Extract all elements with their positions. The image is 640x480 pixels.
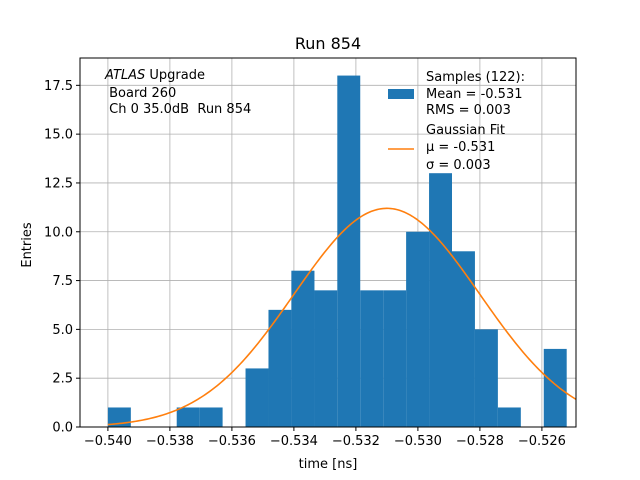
y-tick-label: 17.5 — [44, 79, 73, 94]
annotation-board: Board 260 — [105, 86, 176, 101]
histogram-bar — [291, 270, 315, 427]
legend: Samples (122): Mean = -0.531 RMS = 0.003… — [388, 70, 525, 173]
histogram-bar — [383, 290, 407, 427]
annotation-atlas: ATLAS — [104, 68, 145, 83]
x-tick-label: −0.536 — [208, 434, 256, 449]
chart-title: Run 854 — [295, 34, 361, 53]
y-tick-label: 2.5 — [52, 372, 73, 387]
y-tick-label: 5.0 — [52, 323, 73, 338]
histogram-bar — [497, 407, 521, 427]
x-tick-label: −0.530 — [394, 434, 442, 449]
plot-frame — [79, 57, 577, 428]
x-tick-label: −0.532 — [332, 434, 380, 449]
histogram-bar — [245, 368, 269, 427]
svg-text:ATLAS Upgrade: ATLAS Upgrade — [104, 68, 205, 83]
y-tick-label: 0.0 — [52, 421, 73, 436]
histogram-bar — [406, 231, 430, 427]
histogram-bar — [176, 407, 200, 427]
legend-hist-line-1: Samples (122): — [426, 70, 525, 85]
y-axis-label: Entries — [20, 222, 35, 268]
histogram-bar — [543, 348, 567, 427]
histogram-bar — [429, 173, 452, 427]
histogram-bar — [199, 407, 223, 427]
histogram-bar — [268, 309, 292, 427]
x-tick-label: −0.528 — [456, 434, 504, 449]
legend-hist-line-2: Mean = -0.531 — [426, 87, 522, 102]
y-tick-label: 10.0 — [44, 225, 73, 240]
annotation-upgrade: Upgrade — [145, 68, 205, 83]
x-tick-label: −0.534 — [270, 434, 318, 449]
x-tick-label: −0.526 — [518, 434, 566, 449]
x-tick-label: −0.540 — [84, 434, 132, 449]
annotation-channel: Ch 0 35.0dB Run 854 — [105, 102, 251, 117]
x-tick-label: −0.538 — [146, 434, 194, 449]
gaussian-fit — [107, 207, 577, 426]
legend-hist-line-3: RMS = 0.003 — [426, 103, 511, 118]
x-axis-label: time [ns] — [299, 457, 358, 472]
histogram-bar — [360, 290, 384, 427]
gaussian-fit-curve — [107, 207, 577, 426]
histogram-bar — [314, 290, 338, 427]
legend-fit-line-1: Gaussian Fit — [426, 123, 505, 138]
y-axis-ticks: 0.0 2.5 5.0 7.5 10.0 12.5 15.0 17.5 — [44, 79, 80, 436]
y-tick-label: 7.5 — [52, 274, 73, 289]
legend-hist-swatch — [388, 89, 414, 99]
histogram-bar — [474, 329, 498, 427]
x-axis-ticks: −0.540 −0.538 −0.536 −0.534 −0.532 −0.530 −0.5… — [84, 427, 566, 449]
y-tick-label: 15.0 — [44, 128, 73, 143]
legend-fit-line-3: σ = 0.003 — [426, 158, 491, 173]
atlas-annotation: ATLAS Upgrade Board 260 Ch 0 35.0dB Run … — [104, 68, 251, 117]
y-tick-label: 12.5 — [44, 176, 73, 191]
histogram-bars — [107, 75, 567, 428]
histogram-bar — [452, 251, 475, 427]
histogram-bar — [337, 75, 361, 428]
legend-fit-line-2: μ = -0.531 — [426, 140, 495, 155]
